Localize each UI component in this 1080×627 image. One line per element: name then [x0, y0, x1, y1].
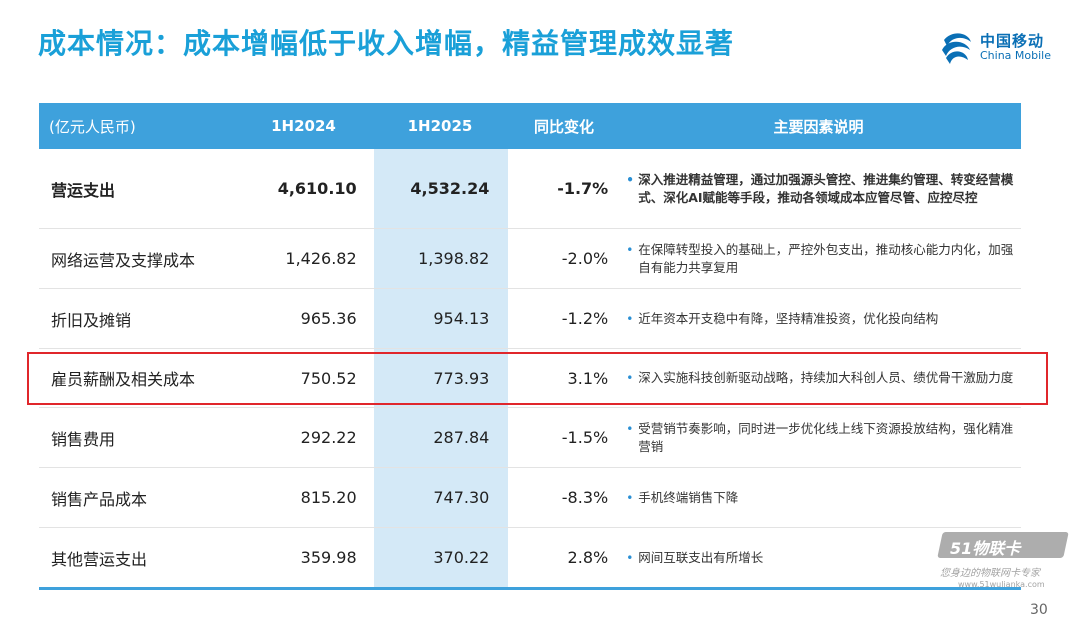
row-name: 营运支出	[51, 180, 116, 200]
cost-table: (亿元人民币) 1H2024 1H2025 同比变化 主要因素说明 营运支出 4…	[39, 103, 1021, 587]
row-value-1h2024: 965.36	[300, 309, 357, 328]
header-1h2025: 1H2025	[407, 117, 473, 135]
row-note: 在保障转型投入的基础上，严控外包支出，推动核心能力内化，加强自有能力共享复用	[620, 241, 1021, 277]
logo-chinese-name: 中国移动	[980, 32, 1045, 50]
page-title: 成本情况：成本增幅低于收入增幅，精益管理成效显著	[38, 27, 735, 60]
row-name: 销售费用	[51, 429, 116, 449]
row-name: 雇员薪酬及相关成本	[51, 370, 196, 389]
watermark-url: www.51wulianka.com	[958, 580, 1045, 589]
logo-english-name: China Mobile	[980, 49, 1052, 62]
page-number: 30	[1030, 602, 1048, 618]
table-row: 折旧及摊销 965.36 954.13 -1.2% 近年资本开支稳中有降，坚持精…	[39, 289, 1021, 349]
row-name: 销售产品成本	[51, 489, 148, 509]
row-yoy: -8.3%	[561, 488, 609, 507]
watermark-slogan: 您身边的物联网卡专家	[940, 568, 1040, 579]
row-note: 深入推进精益管理，通过加强源头管控、推进集约管理、转变经营模式、深化AI赋能等手…	[620, 171, 1021, 207]
row-value-1h2025: 370.22	[433, 548, 490, 567]
row-value-1h2024: 359.98	[300, 548, 357, 567]
row-yoy: 2.8%	[567, 548, 609, 567]
row-value-1h2024: 750.52	[300, 368, 357, 388]
row-name: 网络运营及支撑成本	[51, 250, 196, 270]
table-row: 雇员薪酬及相关成本 750.52 773.93 3.1% 深入实施科技创新驱动战…	[39, 349, 1021, 408]
row-value-1h2025: 954.13	[433, 309, 490, 328]
row-value-1h2024: 4,610.10	[277, 179, 357, 198]
row-note: 手机终端销售下降	[620, 489, 1021, 507]
table-row: 网络运营及支撑成本 1,426.82 1,398.82 -2.0% 在保障转型投…	[39, 229, 1021, 289]
row-note: 受营销节奏影响，同时进一步优化线上线下资源投放结构，强化精准营销	[620, 420, 1021, 456]
table-header: (亿元人民币) 1H2024 1H2025 同比变化 主要因素说明	[39, 103, 1021, 149]
china-mobile-logo-icon	[942, 33, 971, 64]
row-yoy: -2.0%	[561, 249, 609, 268]
highlight-column-1h2025	[374, 149, 508, 587]
row-yoy: 3.1%	[567, 368, 609, 388]
row-value-1h2025: 747.30	[433, 488, 490, 507]
table-row: 营运支出 4,610.10 4,532.24 -1.7% 深入推进精益管理，通过…	[39, 149, 1021, 229]
row-value-1h2024: 292.22	[300, 428, 357, 447]
row-name: 折旧及摊销	[51, 310, 132, 330]
row-value-1h2025: 1,398.82	[418, 249, 490, 268]
row-yoy: -1.2%	[561, 309, 609, 328]
table-bottom-border	[39, 587, 1021, 590]
header-unit: (亿元人民币)	[49, 117, 136, 136]
table-row: 销售产品成本 815.20 747.30 -8.3% 手机终端销售下降	[39, 468, 1021, 528]
header-notes: 主要因素说明	[773, 117, 864, 136]
row-name: 其他营运支出	[51, 549, 148, 569]
row-value-1h2024: 815.20	[300, 488, 357, 507]
row-value-1h2025: 4,532.24	[410, 179, 490, 198]
row-value-1h2025: 773.93	[433, 368, 490, 388]
table-row: 其他营运支出 359.98 370.22 2.8% 网间互联支出有所增长	[39, 528, 1021, 587]
table-row: 销售费用 292.22 287.84 -1.5% 受营销节奏影响，同时进一步优化…	[39, 408, 1021, 468]
row-note: 近年资本开支稳中有降，坚持精准投资，优化投向结构	[620, 310, 1021, 328]
company-logo: 中国移动 China Mobile	[938, 28, 1058, 68]
header-yoy: 同比变化	[533, 117, 594, 136]
row-value-1h2025: 287.84	[433, 428, 490, 447]
row-note: 深入实施科技创新驱动战略，持续加大科创人员、绩优骨干激励力度	[620, 369, 1021, 387]
row-yoy: -1.7%	[557, 179, 609, 198]
row-yoy: -1.5%	[561, 428, 609, 447]
row-value-1h2024: 1,426.82	[285, 249, 357, 268]
header-1h2024: 1H2024	[271, 117, 336, 135]
row-note: 网间互联支出有所增长	[620, 549, 1021, 567]
